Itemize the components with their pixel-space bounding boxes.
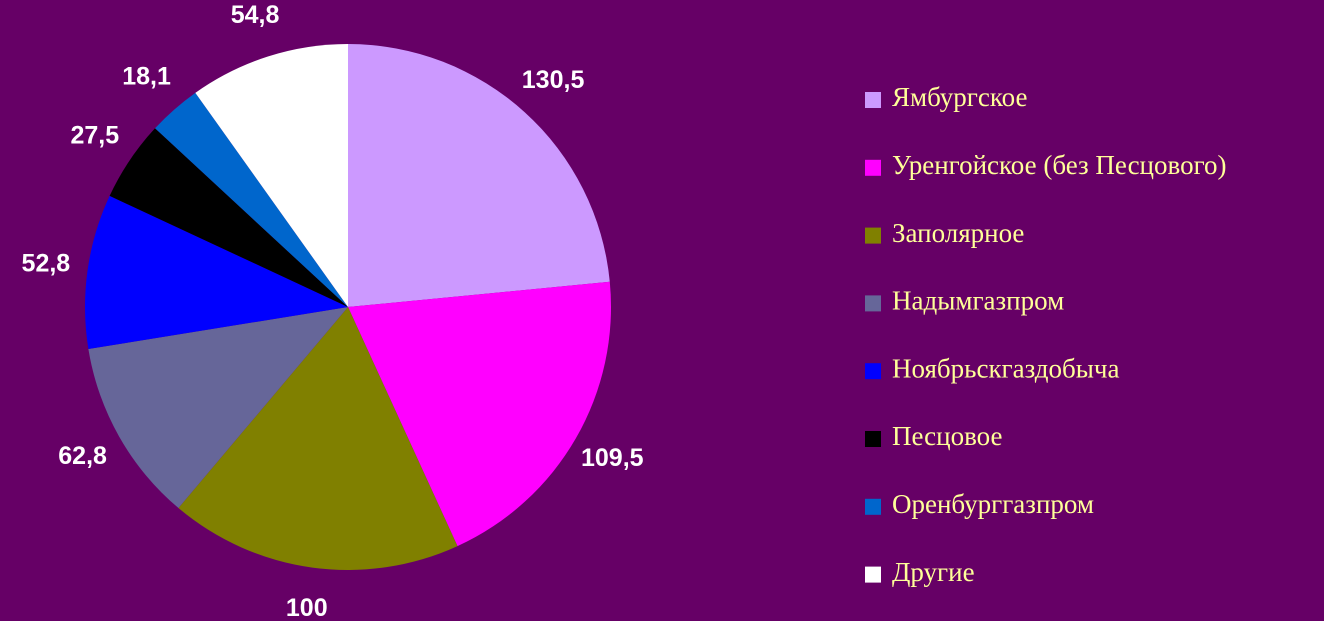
value-label: 130,5 bbox=[522, 66, 585, 94]
value-label: 18,1 bbox=[122, 63, 171, 91]
pie-slice bbox=[195, 44, 348, 307]
legend-swatch bbox=[865, 363, 881, 380]
legend-label: Оренбурггазпром bbox=[892, 489, 1094, 519]
pie-slice bbox=[348, 281, 611, 547]
legend-label: Ноябрьскгаздобыча bbox=[892, 353, 1119, 383]
value-label: 109,5 bbox=[581, 444, 644, 472]
legend-swatch bbox=[865, 566, 881, 583]
legend-swatch bbox=[865, 92, 881, 108]
pie-slice bbox=[85, 195, 348, 350]
value-label: 62,8 bbox=[58, 442, 107, 470]
legend-swatch bbox=[865, 431, 881, 447]
legend-label: Уренгойское (без Песцового) bbox=[892, 150, 1226, 180]
pie-slice bbox=[109, 128, 348, 307]
value-label: 52,8 bbox=[22, 250, 71, 278]
legend-label: Другие bbox=[892, 557, 975, 587]
value-label: 100 bbox=[286, 594, 328, 621]
legend-label: Надымгазпром bbox=[892, 286, 1064, 316]
legend-label: Ямбургское bbox=[892, 82, 1027, 112]
pie-slice bbox=[178, 307, 458, 571]
pie-slice bbox=[155, 92, 348, 307]
legend-label: Песцовое bbox=[892, 421, 1002, 451]
legend-swatch bbox=[865, 498, 881, 515]
legend-label: Заполярное bbox=[892, 218, 1024, 248]
pie-slice bbox=[88, 307, 348, 509]
value-label: 27,5 bbox=[70, 122, 119, 150]
value-label: 54,8 bbox=[231, 1, 280, 29]
legend-swatch bbox=[865, 159, 881, 176]
legend-swatch bbox=[865, 227, 881, 244]
pie-slice bbox=[348, 44, 610, 307]
legend-swatch bbox=[865, 295, 881, 312]
